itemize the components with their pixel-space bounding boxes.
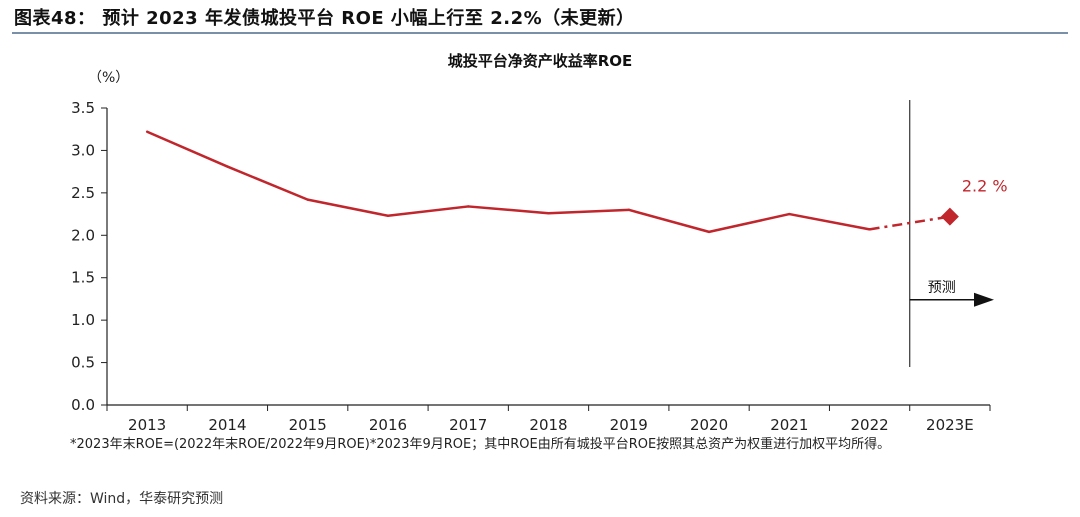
y-tick-label: 1.0 (71, 311, 95, 329)
forecast-dashed-line (869, 215, 951, 231)
footnote: *2023年末ROE=(2022年末ROE/2022年9月ROE)*2023年9… (70, 437, 891, 452)
roe-data-point (226, 165, 229, 168)
y-tick-label: 1.5 (71, 269, 95, 287)
y-tick-label: 3.0 (71, 141, 95, 159)
x-tick-label: 2015 (289, 416, 327, 434)
y-axis-ticks: 0.0 0.5 1.0 1.5 2.0 2.5 3.0 3.5 (71, 99, 107, 414)
y-tick-label: 0.0 (71, 396, 95, 414)
chart-title: 城投平台净资产收益率ROE (447, 52, 633, 70)
roe-data-point (788, 212, 791, 216)
roe-data-point (547, 212, 550, 215)
roe-data-point (627, 208, 630, 212)
x-tick-label: 2016 (369, 416, 407, 434)
roe-series-line (146, 130, 870, 234)
roe-data-point (707, 230, 711, 234)
roe-data-point (386, 214, 390, 217)
y-tick-label: 2.0 (71, 226, 95, 244)
forecast-arrow-label: 预测 (928, 280, 956, 296)
forecast-value-label: 2.2 % (962, 177, 1008, 196)
title-divider (12, 32, 1068, 34)
figure-title: 图表48： 预计 2023 年发债城投平台 ROE 小幅上行至 2.2%（未更新… (14, 8, 635, 29)
x-axis-ticks: 2013 2014 2015 2016 2017 2018 2019 2020 2021 2022… (106, 405, 991, 434)
source-line: 资料来源：Wind，华泰研究预测 (20, 491, 224, 507)
x-tick-label: 2023E (926, 416, 974, 434)
x-tick-label: 2019 (610, 416, 648, 434)
x-tick-label: 2013 (128, 416, 166, 434)
y-axis-unit-label: （%） (88, 70, 129, 86)
forecast-diamond-marker (940, 207, 959, 226)
x-tick-label: 2017 (449, 416, 487, 434)
roe-data-point (467, 205, 470, 208)
x-tick-label: 2018 (529, 416, 567, 434)
x-tick-label: 2021 (770, 416, 808, 434)
x-tick-label: 2020 (690, 416, 728, 434)
y-tick-label: 0.5 (71, 354, 95, 372)
y-tick-label: 3.5 (71, 99, 95, 117)
forecast-arrow-head-icon (974, 292, 994, 307)
roe-data-point (306, 198, 309, 201)
roe-data-points (145, 130, 871, 234)
x-tick-label: 2014 (208, 416, 246, 434)
y-tick-label: 2.5 (71, 184, 95, 202)
roe-data-point (145, 130, 149, 133)
x-tick-label: 2022 (850, 416, 888, 434)
